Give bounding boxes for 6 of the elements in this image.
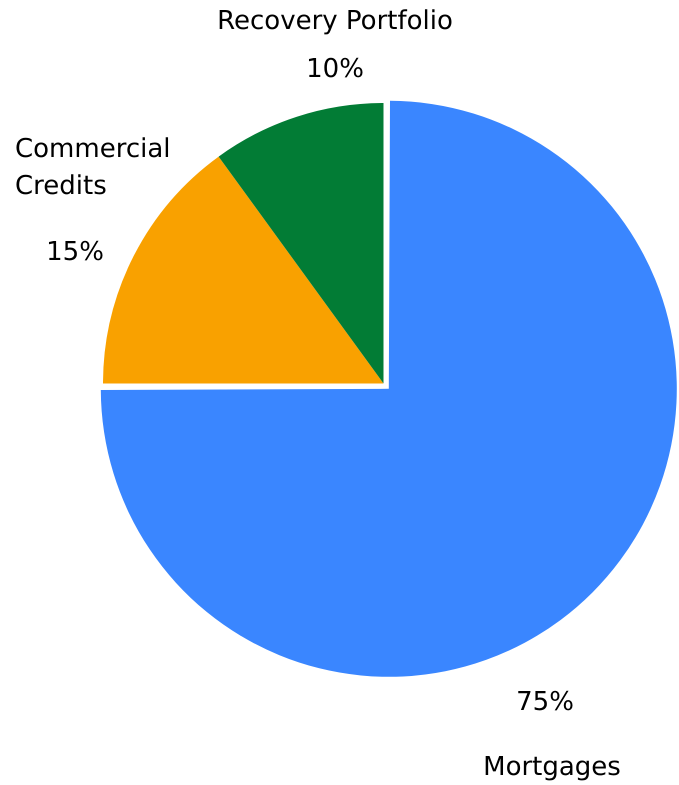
- slice-label: Recovery Portfolio: [217, 6, 453, 36]
- data-label: 75%: [516, 686, 574, 717]
- data-label: 15%: [46, 236, 104, 267]
- slice-label: Commercial Credits: [15, 134, 171, 201]
- data-label: 10%: [306, 54, 364, 84]
- slice-label: Mortgages: [483, 752, 621, 782]
